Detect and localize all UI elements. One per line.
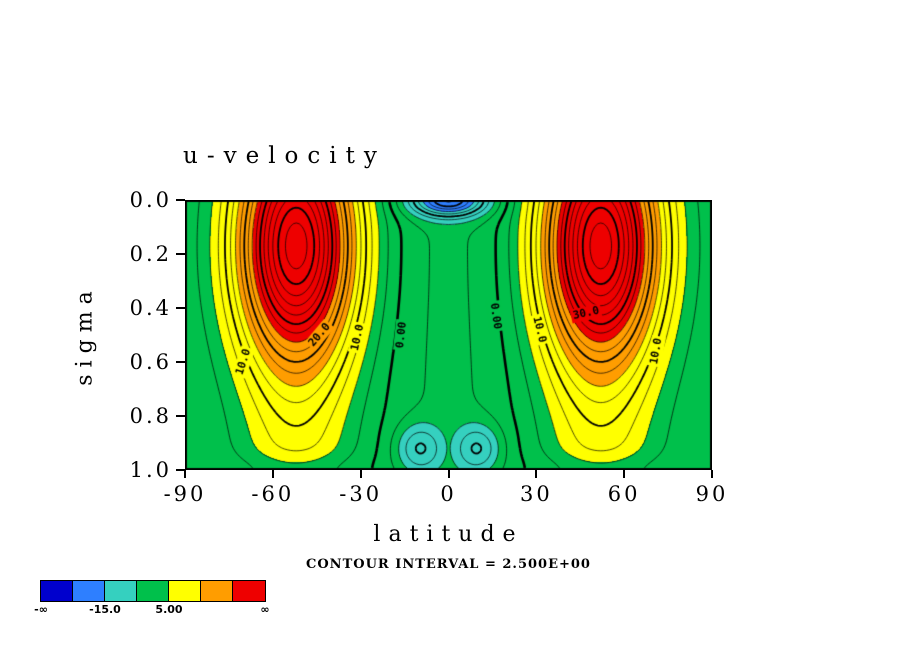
y-tick-label: 0.0 bbox=[129, 188, 172, 212]
x-tick-mark bbox=[535, 470, 538, 478]
x-tick-label: 30 bbox=[519, 482, 553, 506]
colorbar bbox=[40, 580, 266, 602]
y-tick-mark bbox=[176, 199, 185, 201]
x-tick-label: 90 bbox=[695, 482, 729, 506]
y-tick-mark bbox=[176, 253, 185, 255]
contour-interval-note: CONTOUR INTERVAL = 2.500E+00 bbox=[306, 557, 591, 572]
y-tick-label: 0.2 bbox=[129, 242, 172, 266]
colorbar-swatch bbox=[73, 581, 105, 601]
colorbar-label: 5.00 bbox=[155, 603, 183, 616]
colorbar-label: ∞ bbox=[260, 603, 270, 616]
x-tick-mark bbox=[184, 470, 186, 478]
y-tick-label: 0.4 bbox=[129, 296, 172, 320]
contour-plot bbox=[185, 200, 712, 470]
y-tick-label: 0.6 bbox=[129, 350, 172, 374]
x-tick-label: -60 bbox=[251, 482, 295, 506]
x-tick-label: -30 bbox=[339, 482, 383, 506]
colorbar-label: -∞ bbox=[34, 603, 48, 616]
x-tick-mark bbox=[623, 470, 626, 478]
y-tick-mark bbox=[176, 307, 185, 309]
y-tick-mark bbox=[176, 415, 185, 417]
x-axis-label: latitude bbox=[373, 522, 524, 547]
y-axis-label: sigma bbox=[72, 284, 98, 386]
colorbar-swatch bbox=[105, 581, 137, 601]
colorbar-label: -15.0 bbox=[89, 603, 121, 616]
colorbar-swatch bbox=[201, 581, 233, 601]
y-tick-label: 1.0 bbox=[129, 458, 172, 482]
y-tick-mark bbox=[176, 469, 185, 471]
x-tick-mark bbox=[447, 470, 450, 478]
x-tick-label: 60 bbox=[607, 482, 641, 506]
colorbar-swatch bbox=[233, 581, 265, 601]
x-tick-mark bbox=[711, 470, 713, 478]
x-tick-label: 0 bbox=[440, 482, 457, 506]
x-tick-label: -90 bbox=[163, 482, 207, 506]
y-tick-label: 0.8 bbox=[129, 404, 172, 428]
x-tick-mark bbox=[359, 470, 362, 478]
colorbar-swatch bbox=[169, 581, 201, 601]
y-tick-mark bbox=[176, 361, 185, 363]
x-tick-mark bbox=[271, 470, 274, 478]
chart-title: u-velocity bbox=[183, 143, 386, 169]
colorbar-swatch bbox=[137, 581, 169, 601]
colorbar-swatch bbox=[41, 581, 73, 601]
